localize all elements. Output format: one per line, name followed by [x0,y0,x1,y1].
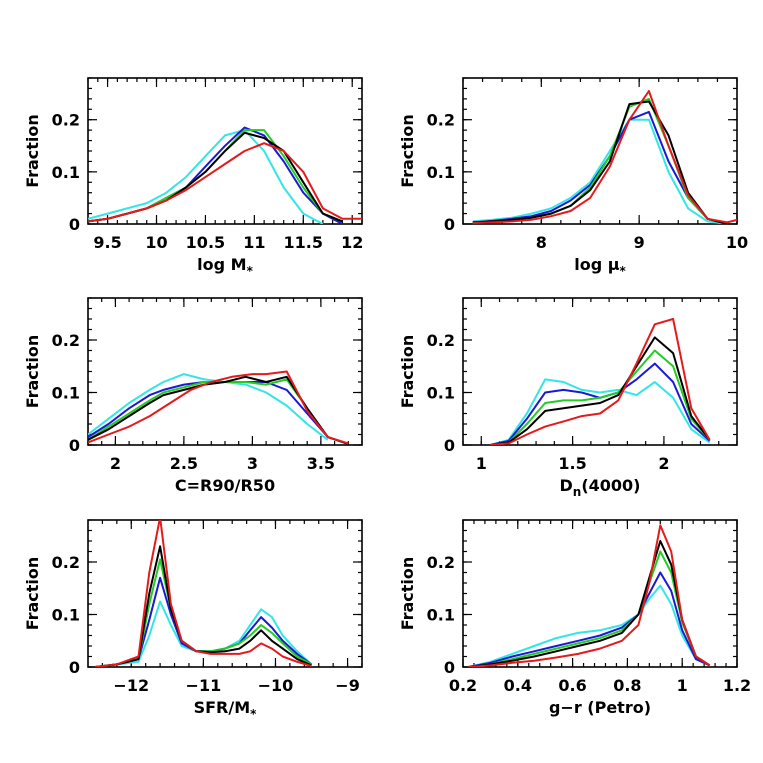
x-tick-label: 0.2 [449,676,477,695]
series-line-green [490,349,711,445]
x-tick-label: 10 [145,233,167,252]
y-tick-label: 0.2 [52,553,80,572]
x-tick-label: 11 [243,233,265,252]
x-tick-label: 3 [247,454,258,473]
series-line-red [88,370,349,445]
plot-frame [462,519,738,668]
y-axis-label: Fraction [398,557,417,631]
chart-panel-2: 8 9 10 0 0.1 0.2 Fraction log μ* [398,77,748,278]
series-line-black [472,100,728,224]
series-line-red [468,524,711,667]
x-tick-label: 0.4 [504,676,532,695]
y-tick-label: 0.1 [52,606,80,625]
x-axis-label: g−r (Petro) [549,698,651,717]
x-axis-label: SFR/M* [194,698,258,721]
x-axis-label-tail: (4000) [581,476,640,495]
x-axis-label-subscript: n [573,485,582,499]
y-tick-label: 0.2 [427,331,455,350]
y-axis-label: Fraction [398,114,417,188]
y-tick-label: 0 [69,436,80,455]
x-axis-label: C=R90/R50 [175,476,275,495]
x-tick-label: 0.8 [613,676,641,695]
series-line-cyan [490,378,711,445]
x-axis-label: log M* [197,255,253,278]
y-tick-label: 0.2 [427,111,455,130]
y-tick-label: 0.1 [427,384,455,403]
series-line-cyan [95,600,313,667]
x-tick-label: −10 [258,676,294,695]
x-axis-label-subscript: * [247,264,254,278]
x-tick-label: −11 [186,676,222,695]
x-tick-label: 1.2 [723,676,751,695]
x-tick-label: 10.5 [186,233,225,252]
chart-panel-4: 1 1.5 2 0 0.1 0.2 Fraction Dn(4000) [398,297,738,499]
x-axis-label-main: D [560,476,573,495]
plot-frame [87,297,363,446]
series-line-red [95,520,312,667]
x-tick-label: 2.5 [170,454,198,473]
series-line-cyan [88,129,324,224]
y-tick-label: 0.2 [52,331,80,350]
x-axis-label-main: log μ [574,255,620,274]
x-axis-label-main: log M [197,255,246,274]
y-tick-label: 0 [69,215,80,234]
series-line-red [88,142,362,223]
x-tick-label: 12 [341,233,363,252]
y-tick-label: 0 [444,658,455,677]
x-axis-label-subscript: * [620,264,627,278]
y-axis-label: Fraction [398,335,417,409]
y-axis-label: Fraction [23,557,42,631]
y-tick-label: 0 [69,658,80,677]
x-axis-label: Dn(4000) [560,476,641,499]
y-tick-label: 0.1 [427,163,455,182]
x-tick-label: 1 [476,454,487,473]
x-axis-label: log μ* [574,255,626,278]
chart-panel-3: 2 2.5 3 3.5 0 0.1 0.2 Fraction C=R90/R50 [23,297,363,495]
y-axis-label: Fraction [23,335,42,409]
x-tick-label: 3.5 [307,454,335,473]
x-tick-label: 1.5 [558,454,586,473]
series-line-black [95,545,312,667]
chart-panel-1: 9.5 10 10.5 11 11.5 12 0 0.1 0.2 Fraction log M* [23,77,363,278]
y-axis-label: Fraction [23,114,42,188]
y-tick-label: 0.1 [52,384,80,403]
x-tick-label: 11.5 [284,233,323,252]
y-tick-label: 0.1 [427,606,455,625]
y-tick-label: 0.2 [52,111,80,130]
x-tick-label: −9 [335,676,360,695]
series-line-cyan [472,118,728,224]
x-axis-label-main: SFR/M [194,698,251,717]
x-axis-label-subscript: * [250,707,257,721]
x-tick-label: 9.5 [93,233,121,252]
x-tick-label: −12 [113,676,149,695]
x-tick-label: 2 [110,454,121,473]
series-line-green [472,97,728,224]
plot-frame [87,519,363,668]
x-tick-label: 1 [677,676,688,695]
y-tick-label: 0.2 [427,553,455,572]
x-tick-label: 10 [726,233,748,252]
series-line-cyan [88,373,329,441]
series-line-blue [468,571,711,667]
y-tick-label: 0.1 [52,163,80,182]
series-line-red [472,90,737,224]
chart-panel-6: 0.2 0.4 0.6 0.8 1 1.2 0 0.1 0.2 Fraction g−r (Petr… [398,519,751,717]
y-tick-label: 0 [444,215,455,234]
chart-panel-5: −12 −11 −10 −9 0 0.1 0.2 Fraction SFR/M* [23,519,363,721]
x-tick-label: 2 [658,454,669,473]
y-tick-label: 0 [444,436,455,455]
x-tick-label: 8 [536,233,547,252]
x-tick-label: 9 [634,233,645,252]
series-line-red [490,318,711,445]
series-line-black [490,336,711,445]
series-line-cyan [468,584,711,667]
x-tick-label: 0.6 [558,676,586,695]
